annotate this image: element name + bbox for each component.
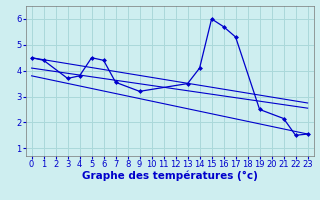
X-axis label: Graphe des températures (°c): Graphe des températures (°c) [82,171,258,181]
